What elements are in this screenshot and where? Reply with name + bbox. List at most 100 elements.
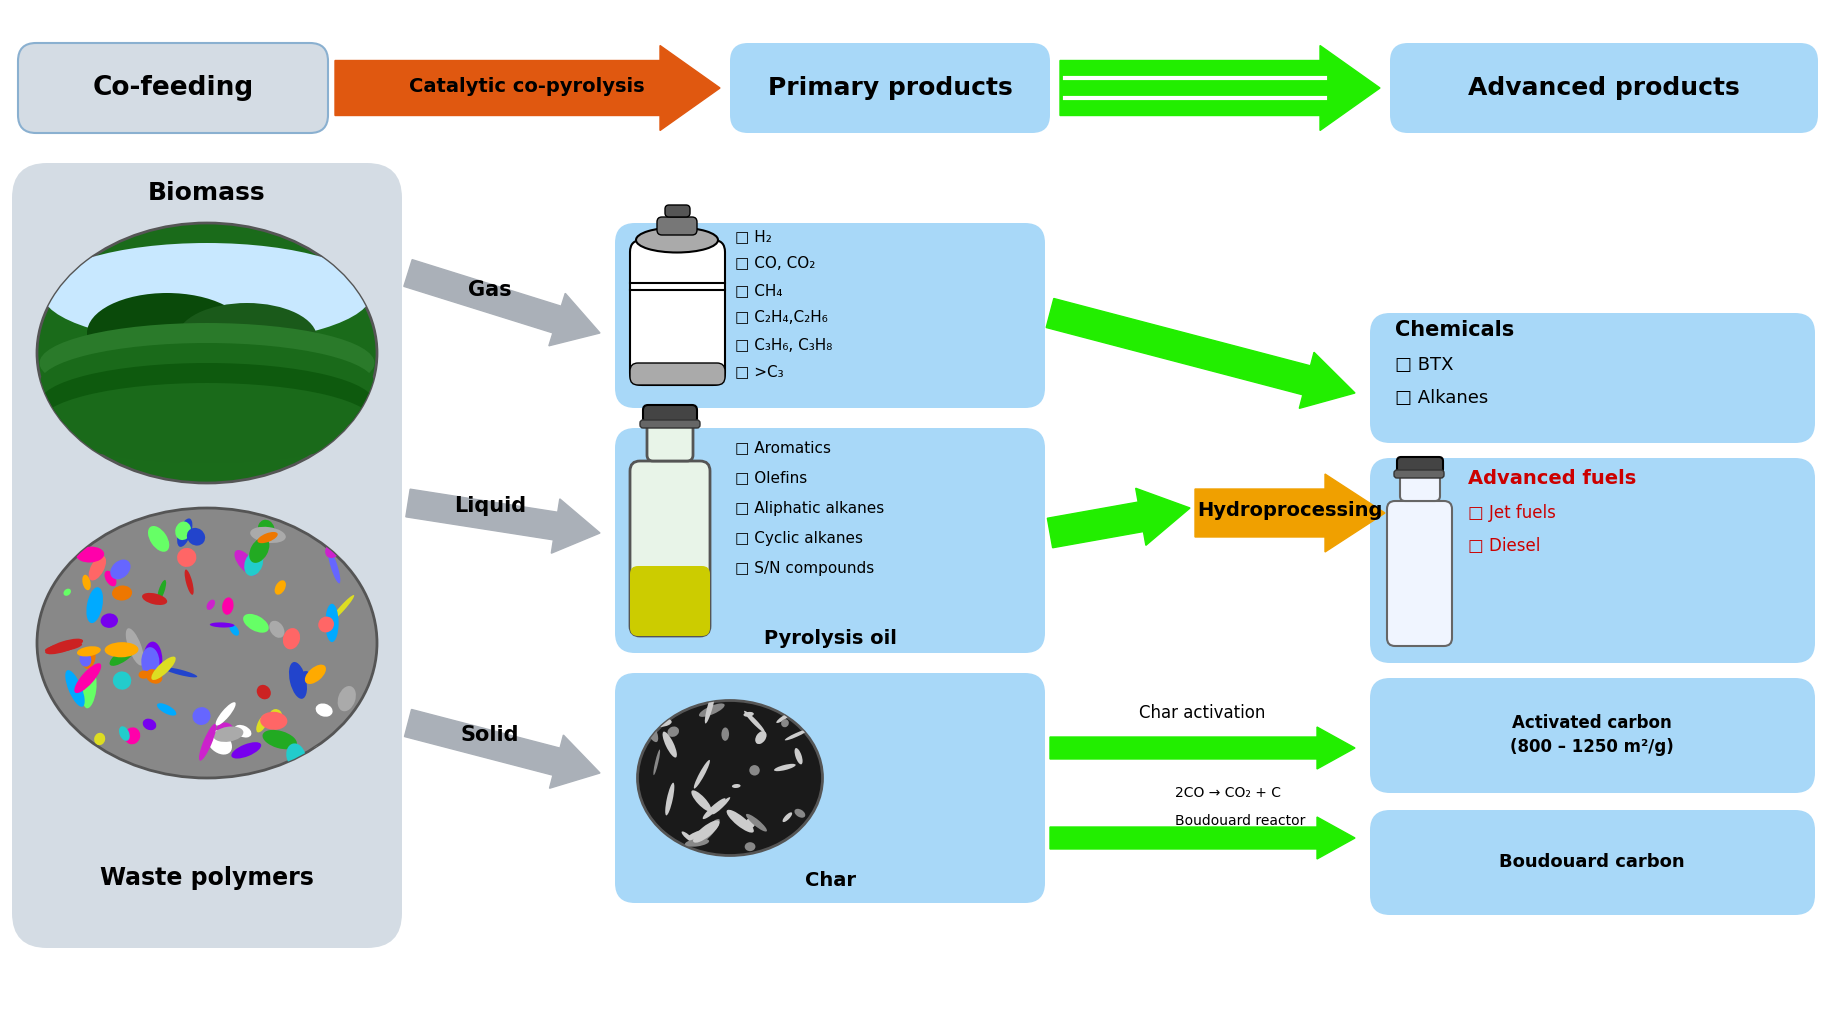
FancyArrow shape	[404, 710, 601, 788]
Ellipse shape	[76, 546, 105, 563]
FancyBboxPatch shape	[630, 363, 724, 385]
Ellipse shape	[649, 710, 662, 722]
Ellipse shape	[120, 726, 129, 741]
Ellipse shape	[693, 820, 719, 843]
Text: Boudouard reactor: Boudouard reactor	[1176, 814, 1305, 828]
Ellipse shape	[682, 832, 695, 842]
Ellipse shape	[88, 556, 107, 581]
Ellipse shape	[37, 223, 378, 483]
Text: □ C₃H₆, C₃H₈: □ C₃H₆, C₃H₈	[735, 338, 833, 352]
Ellipse shape	[105, 643, 138, 657]
Ellipse shape	[177, 303, 317, 373]
Ellipse shape	[745, 711, 765, 732]
Ellipse shape	[39, 343, 374, 422]
Ellipse shape	[138, 670, 149, 679]
Ellipse shape	[745, 818, 756, 828]
Text: Boudouard carbon: Boudouard carbon	[1498, 853, 1685, 871]
Ellipse shape	[304, 664, 326, 684]
Ellipse shape	[330, 595, 354, 622]
Text: □ Alkanes: □ Alkanes	[1395, 389, 1489, 407]
FancyBboxPatch shape	[1393, 470, 1445, 478]
Ellipse shape	[289, 662, 308, 698]
Ellipse shape	[785, 729, 807, 741]
Text: Co-feeding: Co-feeding	[92, 75, 254, 101]
Text: Catalytic co-pyrolysis: Catalytic co-pyrolysis	[409, 76, 645, 95]
Ellipse shape	[234, 725, 251, 738]
Text: □ BTX: □ BTX	[1395, 356, 1454, 374]
Text: Char: Char	[805, 872, 855, 890]
Ellipse shape	[750, 765, 759, 776]
FancyArrow shape	[405, 490, 601, 554]
Ellipse shape	[783, 812, 792, 822]
Ellipse shape	[101, 614, 118, 628]
Ellipse shape	[256, 685, 271, 699]
Ellipse shape	[337, 686, 356, 712]
Ellipse shape	[269, 709, 282, 723]
Ellipse shape	[39, 323, 374, 403]
Text: Gas: Gas	[468, 280, 512, 300]
Ellipse shape	[147, 526, 170, 552]
Ellipse shape	[746, 814, 767, 832]
Ellipse shape	[216, 722, 234, 737]
FancyArrow shape	[1047, 489, 1191, 547]
Ellipse shape	[151, 667, 160, 682]
Text: Char activation: Char activation	[1139, 705, 1264, 722]
Text: Biomass: Biomass	[147, 181, 265, 205]
Text: Activated carbon
(800 – 1250 m²/g): Activated carbon (800 – 1250 m²/g)	[1509, 714, 1673, 756]
Ellipse shape	[146, 669, 162, 684]
FancyArrow shape	[335, 45, 721, 130]
Ellipse shape	[686, 839, 710, 847]
FancyBboxPatch shape	[630, 566, 710, 636]
FancyBboxPatch shape	[630, 240, 724, 385]
Text: □ >C₃: □ >C₃	[735, 365, 783, 379]
FancyArrow shape	[404, 259, 601, 346]
Ellipse shape	[214, 726, 243, 742]
Text: □ Olefins: □ Olefins	[735, 470, 807, 486]
Ellipse shape	[243, 614, 269, 632]
Text: □ S/N compounds: □ S/N compounds	[735, 561, 874, 575]
Ellipse shape	[251, 527, 286, 543]
Ellipse shape	[144, 641, 162, 679]
Text: Pyrolysis oil: Pyrolysis oil	[763, 628, 896, 648]
FancyBboxPatch shape	[643, 405, 697, 422]
Ellipse shape	[42, 243, 372, 343]
Text: □ Diesel: □ Diesel	[1469, 537, 1541, 555]
FancyBboxPatch shape	[640, 420, 700, 428]
Ellipse shape	[300, 671, 310, 681]
Ellipse shape	[665, 783, 675, 815]
Ellipse shape	[647, 718, 671, 727]
Ellipse shape	[44, 638, 83, 654]
FancyBboxPatch shape	[13, 163, 402, 948]
Ellipse shape	[638, 700, 822, 855]
Text: Advanced products: Advanced products	[1469, 76, 1740, 100]
Ellipse shape	[125, 727, 140, 745]
Text: □ Aliphatic alkanes: □ Aliphatic alkanes	[735, 501, 885, 515]
Ellipse shape	[37, 508, 378, 778]
Ellipse shape	[112, 586, 133, 600]
Text: Chemicals: Chemicals	[1395, 320, 1515, 340]
Ellipse shape	[286, 744, 306, 769]
FancyBboxPatch shape	[1390, 43, 1817, 133]
Text: Hydroprocessing: Hydroprocessing	[1198, 501, 1382, 521]
Ellipse shape	[162, 667, 197, 678]
Ellipse shape	[315, 703, 332, 717]
Ellipse shape	[704, 691, 715, 723]
Ellipse shape	[234, 550, 258, 575]
Ellipse shape	[206, 730, 232, 754]
Ellipse shape	[142, 647, 160, 677]
Ellipse shape	[794, 809, 805, 818]
Ellipse shape	[87, 587, 103, 623]
Ellipse shape	[687, 828, 713, 839]
FancyArrow shape	[1051, 727, 1355, 769]
Ellipse shape	[282, 628, 300, 650]
Ellipse shape	[83, 574, 90, 590]
Ellipse shape	[206, 599, 216, 609]
Text: Waste polymers: Waste polymers	[100, 866, 313, 890]
Ellipse shape	[65, 670, 85, 707]
Ellipse shape	[663, 731, 676, 757]
Ellipse shape	[186, 528, 205, 545]
FancyBboxPatch shape	[730, 43, 1051, 133]
FancyArrow shape	[1194, 474, 1384, 552]
Ellipse shape	[693, 760, 710, 788]
Ellipse shape	[105, 570, 116, 587]
